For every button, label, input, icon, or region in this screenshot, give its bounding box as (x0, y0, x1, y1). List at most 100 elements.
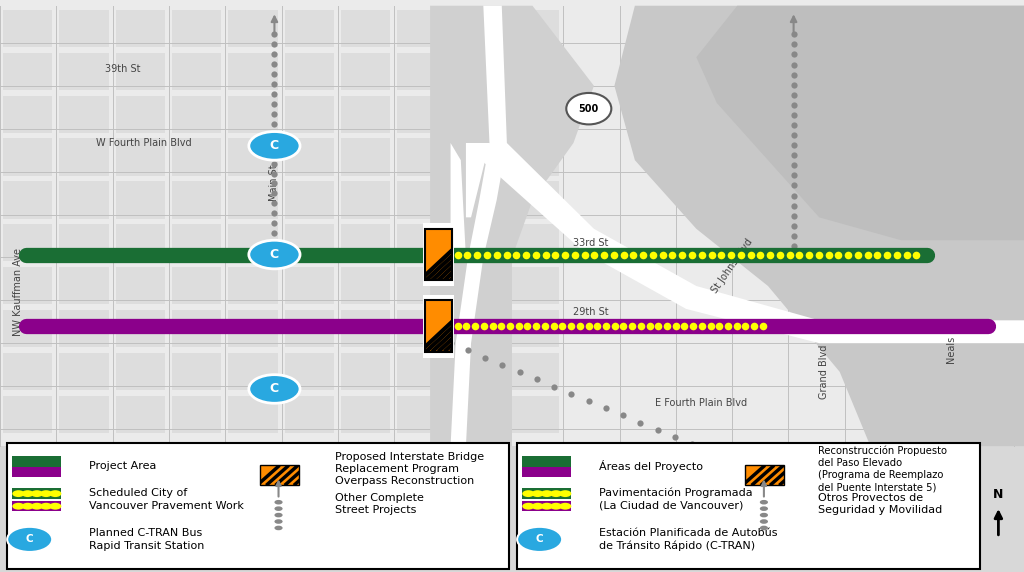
Bar (3, 181, 52, 219)
Bar (3, 53, 52, 90)
Bar (172, 353, 221, 390)
Text: 500: 500 (579, 104, 599, 114)
Bar (172, 267, 221, 304)
Circle shape (522, 503, 535, 510)
Circle shape (274, 526, 283, 530)
Bar (454, 53, 503, 90)
Bar (510, 96, 559, 133)
Text: Neals Ln: Neals Ln (947, 322, 957, 364)
Bar (934, 67, 973, 105)
Bar (341, 96, 390, 133)
Ellipse shape (566, 93, 611, 124)
Bar (341, 396, 390, 433)
Text: Project Area: Project Area (89, 461, 157, 471)
Bar (285, 138, 334, 176)
Bar (285, 396, 334, 433)
Bar (3, 224, 52, 261)
Circle shape (40, 503, 52, 510)
Bar (934, 153, 973, 190)
Bar (285, 53, 334, 90)
Bar (454, 310, 503, 347)
Bar (59, 138, 109, 176)
Bar (425, 229, 452, 280)
Circle shape (274, 500, 283, 505)
Bar (341, 353, 390, 390)
Bar (934, 239, 973, 276)
Text: NW Kauffman Ave: NW Kauffman Ave (13, 248, 24, 336)
Circle shape (274, 519, 283, 524)
Circle shape (12, 503, 25, 510)
Bar (0, 0, 1024, 446)
Bar (745, 466, 784, 485)
Bar (116, 353, 165, 390)
Bar (285, 353, 334, 390)
Text: Pavimentación Programada
(La Ciudad de Vancouver): Pavimentación Programada (La Ciudad de V… (599, 488, 753, 511)
Text: Planned C-TRAN Bus
Rapid Transit Station: Planned C-TRAN Bus Rapid Transit Station (89, 528, 205, 551)
Circle shape (760, 506, 768, 511)
Text: Main St: Main St (269, 165, 280, 201)
Polygon shape (430, 6, 594, 446)
Polygon shape (466, 143, 489, 217)
Bar (425, 300, 452, 352)
Bar (341, 224, 390, 261)
Text: C: C (270, 383, 279, 395)
Text: 33rd St: 33rd St (573, 238, 609, 248)
Bar (228, 396, 278, 433)
Bar (397, 10, 446, 47)
Circle shape (12, 490, 25, 497)
Bar (842, 67, 881, 105)
Bar (116, 138, 165, 176)
Bar (228, 224, 278, 261)
Bar (341, 10, 390, 47)
Text: 29th St: 29th St (573, 307, 609, 317)
Text: St Johns Blvd: St Johns Blvd (710, 237, 755, 295)
Bar (285, 96, 334, 133)
Bar (980, 196, 1019, 233)
Circle shape (559, 503, 571, 510)
Bar (3, 138, 52, 176)
Bar (888, 67, 927, 105)
Bar (7, 443, 509, 569)
Circle shape (550, 490, 562, 497)
Circle shape (49, 490, 61, 497)
Bar (3, 267, 52, 304)
Bar (59, 353, 109, 390)
Circle shape (31, 503, 43, 510)
Bar (423, 295, 454, 358)
Text: C: C (270, 140, 279, 152)
Text: Reconstrucción Propuesto
del Paso Elevado
(Programa de Reemplazo
del Puente Inte: Reconstrucción Propuesto del Paso Elevad… (818, 445, 947, 493)
Bar (228, 96, 278, 133)
Bar (454, 267, 503, 304)
Bar (454, 96, 503, 133)
Bar (228, 181, 278, 219)
Bar (510, 138, 559, 176)
Bar (397, 267, 446, 304)
Circle shape (49, 503, 61, 510)
Bar (842, 153, 881, 190)
Bar (522, 467, 571, 477)
Bar (888, 239, 927, 276)
Polygon shape (451, 6, 507, 446)
Bar (397, 138, 446, 176)
Bar (228, 353, 278, 390)
Text: W Fourth Plain Blvd: W Fourth Plain Blvd (95, 138, 191, 148)
Bar (397, 396, 446, 433)
Circle shape (522, 490, 535, 497)
Bar (423, 223, 454, 286)
Bar (3, 396, 52, 433)
Circle shape (274, 506, 283, 511)
Bar (59, 224, 109, 261)
Bar (341, 181, 390, 219)
Bar (285, 267, 334, 304)
Bar (172, 10, 221, 47)
Bar (397, 53, 446, 90)
Bar (59, 10, 109, 47)
Text: Otros Provectos de
Seguridad y Movilidad: Otros Provectos de Seguridad y Movilidad (818, 492, 942, 515)
Bar (172, 224, 221, 261)
Circle shape (249, 240, 300, 269)
Bar (116, 53, 165, 90)
Bar (454, 181, 503, 219)
Bar (510, 224, 559, 261)
Circle shape (541, 503, 553, 510)
Bar (228, 53, 278, 90)
